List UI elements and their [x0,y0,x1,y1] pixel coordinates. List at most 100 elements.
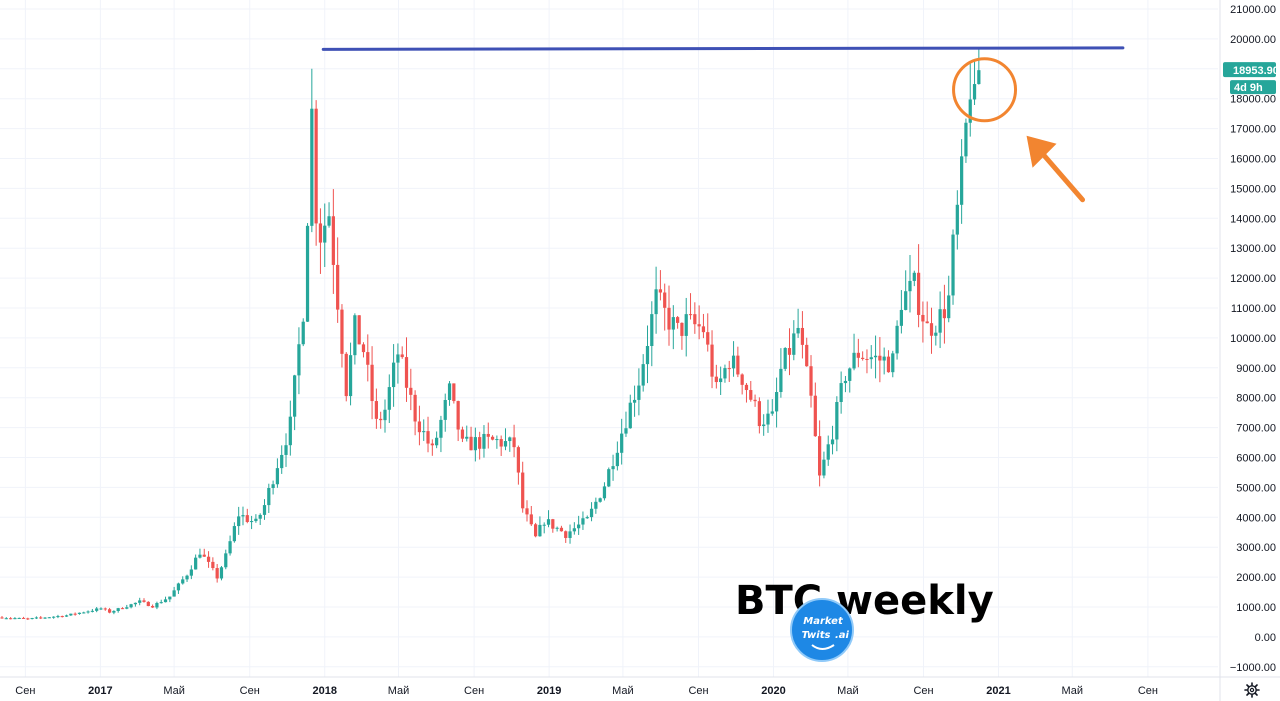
chart-title: BTC weekly [735,578,994,624]
candle-body [323,225,327,243]
candle-body [271,484,275,489]
candle-body [163,599,168,603]
candle [624,411,628,437]
candle-body [598,498,602,502]
candle-body [731,355,736,369]
candle [323,203,327,268]
candle-body [818,436,822,476]
candle-body [125,607,129,609]
y-tick-label: 0.00 [1255,632,1276,644]
candle-body [813,395,817,437]
candle-body [30,618,34,620]
candle [968,63,972,137]
candle-body [95,608,99,611]
candle [155,601,159,610]
candle [546,510,551,528]
candle [495,435,499,449]
candle [882,347,886,375]
candle-body [172,590,176,597]
candle-body [503,441,508,447]
candle-body [357,315,361,345]
candle-body [577,524,581,529]
candle-body [645,346,650,365]
candle-body [835,401,839,440]
x-tick-label: Сен [240,685,260,697]
candle-body [194,557,198,570]
candle [21,616,26,619]
gear-icon[interactable] [1244,682,1260,698]
candle-body [39,617,43,619]
candle-body [482,433,486,449]
candle [559,525,564,532]
x-tick-label: Сен [15,685,35,697]
candle [663,283,667,331]
candle [400,346,404,359]
candle-body [521,472,525,509]
candle-body [899,309,903,326]
candle-body [792,333,796,355]
candle-body [512,437,516,448]
candle [766,399,770,433]
y-tick-label: 20000.00 [1230,34,1276,46]
candle-body [800,327,805,345]
candle [555,526,559,532]
candle [254,514,258,523]
candle [607,467,611,488]
candle [706,313,710,352]
candle-body [310,108,314,226]
candle-body [951,234,955,296]
y-tick-label: 18000.00 [1230,94,1276,106]
candle [443,393,447,432]
candle [680,322,684,350]
candle-body [47,617,51,619]
candle [267,483,271,514]
candle-body [942,309,947,319]
price-axis[interactable]: 21000.0020000.0019000.0018000.0017000.00… [1219,0,1276,701]
candle-body [280,454,284,469]
candle [430,439,434,456]
y-tick-label: 5000.00 [1236,482,1276,494]
candle-body [546,519,551,525]
candle [422,419,426,441]
candle [90,608,94,613]
candle [615,441,619,471]
candle-body [99,608,103,610]
candle-body [947,295,951,319]
candle [770,399,774,416]
last-price-label: 18953.90 [1233,65,1279,77]
candle-body [516,447,521,473]
candle [435,431,439,449]
candle-body [938,309,942,333]
candle [676,316,680,329]
candle-body [361,344,366,353]
candle-body [891,353,895,373]
candle [800,311,805,359]
y-tick-label: 16000.00 [1230,154,1276,166]
candle-body [452,383,456,402]
candle-body [284,445,288,455]
candle-body [90,610,94,612]
time-axis[interactable]: Сен 2017 Май Сен 2018 Май Сен 2019 Май Сен 2020 Май… [0,676,1280,697]
candle-body [262,505,267,515]
candle-body [555,527,559,529]
candle [34,616,39,620]
candle-body [219,567,224,579]
candle-body [159,602,163,604]
candle [439,415,443,453]
x-tick-label: Май [612,685,634,697]
candle [787,328,792,376]
candle [658,270,663,301]
candle [744,383,749,403]
candle [719,366,723,396]
candle [107,607,112,614]
candle [637,368,641,416]
candle [301,318,305,347]
x-tick-label: Сен [464,685,484,697]
candle-body [249,521,254,523]
candle-body [112,610,116,613]
candle [848,367,852,393]
candle-body [331,216,335,265]
candle [271,480,275,495]
x-tick-label: Сен [688,685,708,697]
